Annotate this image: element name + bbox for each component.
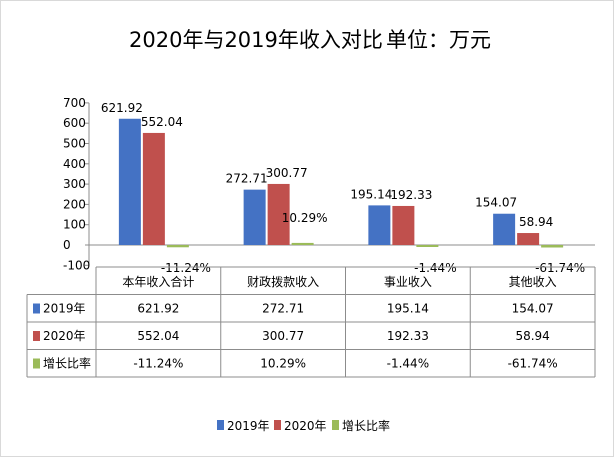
series-name: 2020年	[43, 329, 86, 343]
data-label: 552.04	[141, 115, 183, 129]
data-label: 10.29%	[282, 211, 328, 225]
bar-2-1	[291, 242, 314, 245]
bar-2-2	[416, 245, 439, 247]
legend-key	[332, 420, 339, 430]
bar-0-3	[493, 213, 516, 245]
data-label: -1.44%	[414, 261, 456, 275]
y-tick-label: 100	[63, 218, 86, 232]
chart-title: 2020年与2019年收入对比	[129, 28, 383, 52]
series-name: 2019年	[43, 302, 86, 316]
category-label: 本年收入合计	[122, 274, 194, 289]
y-tick-label: -100	[63, 258, 90, 272]
data-label: 272.71	[226, 172, 268, 186]
table-cell: 621.92	[137, 302, 179, 316]
data-label: 621.92	[101, 101, 143, 115]
data-table: 本年收入合计 财政拨款收入 事业收入 其他收入 2019年 621.92 272.71 195…	[26, 266, 596, 378]
data-label: 195.14	[350, 187, 392, 201]
data-label: -61.74%	[535, 261, 585, 275]
bar-2-3	[541, 245, 564, 248]
legend: 2019年 2020年 增长比率	[217, 418, 390, 433]
bar-0-1	[243, 189, 266, 245]
legend-key	[217, 420, 224, 430]
series-key	[33, 358, 40, 369]
data-label: 300.77	[266, 166, 308, 180]
category-label: 财政拨款收入	[247, 275, 319, 289]
y-tick-label: 300	[63, 177, 86, 191]
y-tick-label: 600	[63, 116, 86, 130]
bar-0-2	[368, 205, 391, 245]
data-label: 154.07	[475, 196, 517, 210]
table-cell: -61.74%	[508, 357, 558, 371]
bar-1-2	[392, 205, 415, 245]
legend-label: 2019年	[227, 419, 270, 433]
y-tick-label: 400	[63, 157, 86, 171]
bar-2-0	[166, 245, 189, 248]
table-cell: -11.24%	[133, 357, 183, 371]
data-label: 192.33	[390, 188, 432, 202]
series-key	[33, 303, 40, 314]
table-cell: 195.14	[387, 302, 429, 316]
y-tick-label: 700	[63, 96, 86, 110]
y-tick-label: 0	[63, 238, 71, 252]
legend-key	[274, 420, 281, 430]
series-name: 增长比率	[43, 356, 91, 371]
data-label: -11.24%	[161, 261, 211, 275]
bar-1-0	[142, 132, 165, 245]
legend-label: 2020年	[284, 419, 327, 433]
table-cell: 272.71	[262, 302, 304, 316]
table-cell: 552.04	[137, 329, 179, 343]
table-cell: 58.94	[515, 329, 549, 343]
y-tick-label: 200	[63, 197, 86, 211]
table-cell: -1.44%	[387, 357, 429, 371]
bar-1-1	[267, 183, 290, 245]
y-tick-label: 500	[63, 137, 86, 151]
table-cell: 300.77	[262, 329, 304, 343]
data-label: 58.94	[519, 215, 553, 229]
category-label: 事业收入	[384, 275, 432, 289]
table-cell: 154.07	[512, 302, 554, 316]
series-key	[33, 331, 40, 341]
unit-label: 单位：万元	[386, 28, 491, 52]
plot-area: 700 600 500 400 300 200 100 0 -100 621.92 272.71 19…	[63, 96, 595, 275]
table-cell: 192.33	[387, 329, 429, 343]
category-label: 其他收入	[509, 275, 557, 289]
legend-label: 增长比率	[342, 418, 390, 433]
table-cell: 10.29%	[260, 357, 306, 371]
bar-0-0	[118, 118, 141, 245]
bar-1-3	[517, 233, 540, 245]
